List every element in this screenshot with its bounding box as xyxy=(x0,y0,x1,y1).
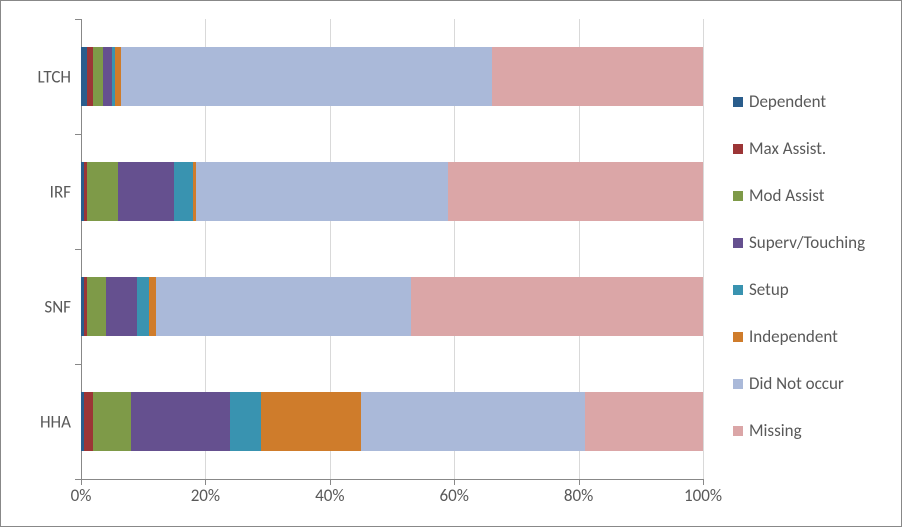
legend-label: Setup xyxy=(749,279,789,300)
bar-segment xyxy=(131,392,231,452)
y-tick xyxy=(75,364,81,365)
bar-segment xyxy=(121,47,491,107)
y-axis-label: HHA xyxy=(40,411,81,432)
legend-item: Max Assist. xyxy=(733,138,865,159)
legend-swatch xyxy=(733,191,743,201)
y-axis-label: SNF xyxy=(44,296,81,317)
legend-swatch xyxy=(733,379,743,389)
legend-label: Independent xyxy=(749,326,838,347)
x-axis-label: 60% xyxy=(439,479,468,506)
y-tick xyxy=(75,249,81,250)
legend-item: Independent xyxy=(733,326,865,347)
chart-frame: 0%20%40%60%80%100%HHASNFIRFLTCH Dependen… xyxy=(0,0,902,527)
legend-item: Superv/Touching xyxy=(733,232,865,253)
bar-row xyxy=(81,277,703,337)
x-axis-line xyxy=(81,479,703,480)
y-axis-label: LTCH xyxy=(38,66,82,87)
bar-segment xyxy=(361,392,585,452)
legend-swatch xyxy=(733,332,743,342)
bar-segment xyxy=(174,162,193,222)
x-axis-label: 100% xyxy=(684,479,722,506)
bar-segment xyxy=(261,392,361,452)
bar-segment xyxy=(156,277,411,337)
legend-item: Did Not occur xyxy=(733,373,865,394)
y-tick xyxy=(75,479,81,480)
bar-segment xyxy=(411,277,703,337)
bar-row xyxy=(81,47,703,107)
bar-row xyxy=(81,392,703,452)
bar-segment xyxy=(196,162,448,222)
legend: Dependent Max Assist. Mod Assist Superv/Tou… xyxy=(733,91,865,467)
legend-label: Superv/Touching xyxy=(749,232,865,253)
bar-segment xyxy=(585,392,703,452)
bar-segment xyxy=(103,47,112,107)
bar-segment xyxy=(87,277,106,337)
x-axis-label: 40% xyxy=(315,479,344,506)
bar-segment xyxy=(106,277,137,337)
bar-segment xyxy=(93,392,130,452)
bar-segment xyxy=(448,162,703,222)
y-axis-label: IRF xyxy=(50,181,81,202)
plot-area: 0%20%40%60%80%100%HHASNFIRFLTCH xyxy=(81,19,703,479)
bar-segment xyxy=(84,392,93,452)
legend-swatch xyxy=(733,426,743,436)
y-tick xyxy=(75,134,81,135)
bar-segment xyxy=(87,162,118,222)
legend-item: Dependent xyxy=(733,91,865,112)
legend-item: Mod Assist xyxy=(733,185,865,206)
legend-item: Missing xyxy=(733,420,865,441)
legend-swatch xyxy=(733,97,743,107)
bar-row xyxy=(81,162,703,222)
bar-segment xyxy=(230,392,261,452)
legend-label: Missing xyxy=(749,420,802,441)
legend-swatch xyxy=(733,144,743,154)
legend-swatch xyxy=(733,285,743,295)
bar-segment xyxy=(93,47,102,107)
x-axis-label: 80% xyxy=(564,479,593,506)
y-tick xyxy=(75,19,81,20)
legend-item: Setup xyxy=(733,279,865,300)
x-axis-label: 0% xyxy=(71,479,92,506)
x-axis-label: 20% xyxy=(191,479,220,506)
legend-swatch xyxy=(733,238,743,248)
legend-label: Dependent xyxy=(749,91,826,112)
legend-label: Max Assist. xyxy=(749,138,826,159)
bar-segment xyxy=(137,277,149,337)
bar-segment xyxy=(118,162,174,222)
bar-segment xyxy=(492,47,703,107)
legend-label: Did Not occur xyxy=(749,373,844,394)
gridline xyxy=(703,19,704,479)
legend-label: Mod Assist xyxy=(749,185,824,206)
